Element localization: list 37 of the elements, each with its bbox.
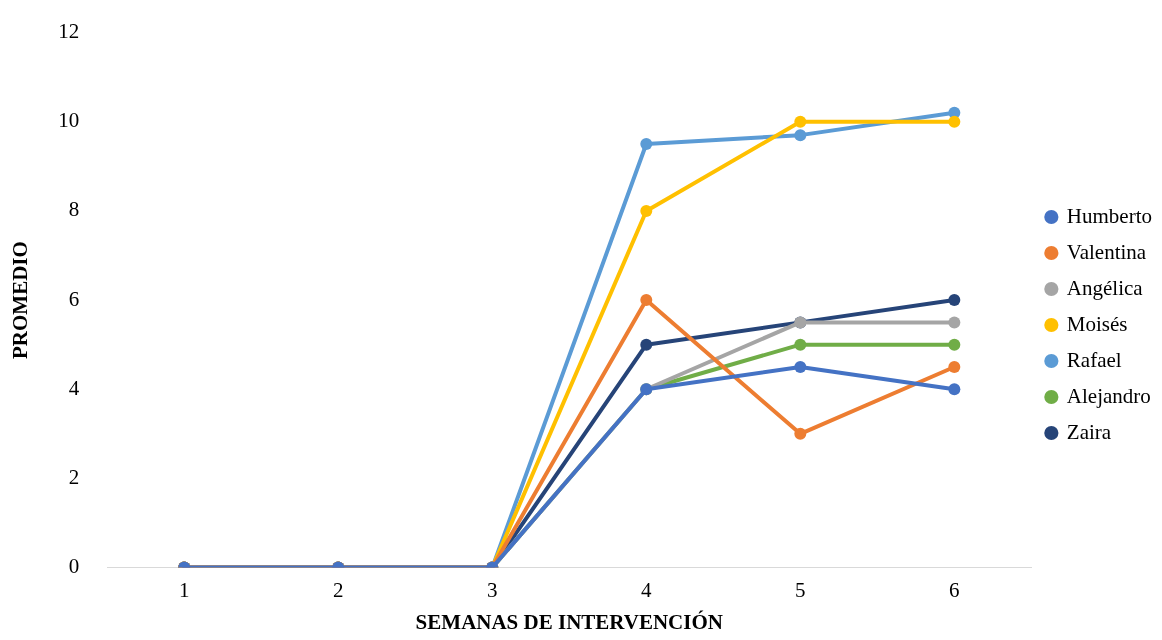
y-axis-title: PROMEDIO (8, 241, 33, 360)
x-tick-label: 5 (795, 577, 806, 602)
y-tick-label: 4 (68, 375, 80, 400)
y-tick-label: 8 (68, 197, 80, 222)
point (640, 338, 653, 351)
legend-label: Zaira (1066, 419, 1112, 444)
legend-label: Alejandro (1066, 383, 1151, 408)
x-tick-label: 1 (178, 577, 190, 602)
point (640, 294, 653, 307)
y-tick-label: 6 (68, 286, 80, 311)
x-tick-label: 6 (949, 577, 960, 602)
point (794, 427, 807, 440)
point (794, 129, 807, 142)
x-tick-label: 4 (641, 577, 653, 602)
legend-label: Angélica (1066, 275, 1144, 300)
point (640, 138, 653, 151)
x-tick-label: 2 (332, 577, 344, 602)
point (794, 115, 807, 128)
legend-label: Rafael (1066, 347, 1122, 372)
y-tick-label: 2 (68, 464, 80, 489)
point (640, 204, 653, 217)
point (948, 383, 961, 396)
point (948, 316, 961, 329)
point (794, 360, 807, 373)
point (948, 115, 961, 128)
x-axis-title: SEMANAS DE INTERVENCIÓN (415, 609, 723, 634)
legend-label: Humberto (1066, 203, 1153, 228)
legend-label: Valentina (1066, 239, 1147, 264)
point (948, 360, 961, 373)
legend-label: Moisés (1066, 311, 1128, 336)
point (948, 294, 961, 307)
y-tick-label: 0 (68, 554, 80, 579)
x-tick-label: 3 (487, 577, 498, 602)
y-tick-label: 10 (58, 108, 80, 133)
y-tick-label: 12 (58, 19, 80, 44)
point (948, 338, 961, 351)
point (794, 338, 807, 351)
